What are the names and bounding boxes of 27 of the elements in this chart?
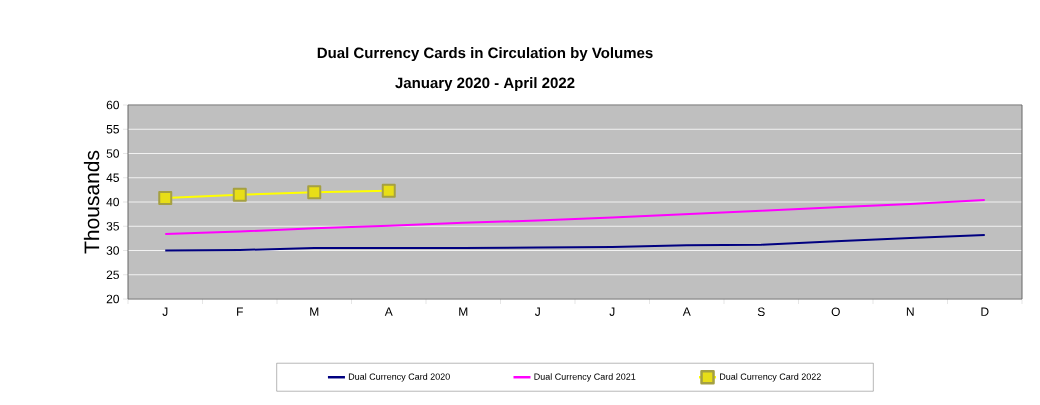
chart-subtitle: January 2020 - April 2022 (395, 77, 575, 92)
chart-title: Dual Currency Cards in Circulation by Volumes (317, 47, 653, 62)
x-tick-label: J (609, 307, 615, 316)
legend-label: Dual Currency Card 2021 (534, 373, 636, 382)
y-tick-label: 30 (106, 246, 120, 255)
y-tick-label: 55 (106, 125, 119, 134)
x-tick-label: A (384, 307, 393, 316)
y-tick-label: 60 (106, 100, 120, 110)
y-tick-label: 45 (106, 173, 119, 182)
x-tick-label: F (237, 307, 243, 316)
y-tick-label: 40 (106, 197, 120, 207)
x-tick-label: A (682, 307, 691, 316)
x-tick-label: N (906, 307, 914, 316)
x-tick-label: J (534, 307, 540, 316)
y-tick-label: 20 (106, 294, 120, 304)
y-tick-label: 25 (106, 270, 119, 280)
legend-label: Dual Currency Card 2022 (720, 373, 821, 382)
y-tick-label: 35 (106, 222, 119, 231)
x-tick-label: J (162, 307, 168, 316)
y-tick-label: 50 (106, 149, 120, 158)
legend-label: Dual Currency Card 2020 (348, 373, 450, 382)
x-tick-label: S (757, 307, 765, 317)
x-tick-label: M (459, 307, 468, 316)
x-tick-label: M (310, 307, 319, 316)
y-axis-title: Thousands (83, 150, 100, 254)
x-tick-label: D (981, 307, 989, 316)
x-tick-label: O (831, 307, 840, 317)
